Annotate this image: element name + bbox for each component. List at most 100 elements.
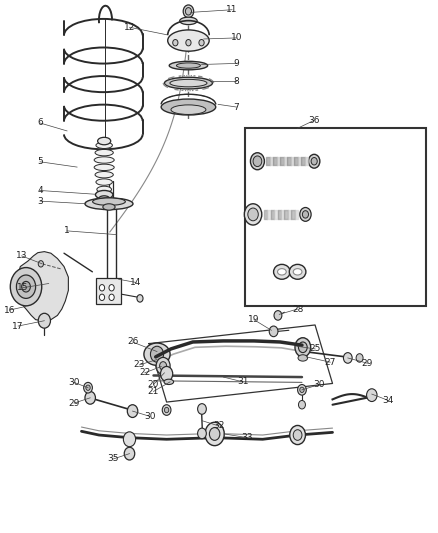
Text: 34: 34 [383, 396, 394, 405]
Circle shape [205, 422, 224, 446]
Text: 1: 1 [64, 227, 70, 236]
Circle shape [300, 387, 304, 392]
Ellipse shape [85, 198, 133, 209]
Ellipse shape [95, 149, 113, 156]
Circle shape [16, 275, 35, 298]
Circle shape [198, 403, 206, 414]
Circle shape [127, 405, 138, 417]
Circle shape [367, 389, 377, 401]
Text: 14: 14 [131, 278, 142, 287]
Text: 30: 30 [314, 380, 325, 389]
Text: 26: 26 [127, 337, 138, 346]
Circle shape [293, 430, 302, 440]
Ellipse shape [293, 269, 302, 275]
Circle shape [162, 405, 171, 415]
Text: 27: 27 [325, 358, 336, 367]
Circle shape [209, 427, 220, 440]
Circle shape [269, 326, 278, 337]
Ellipse shape [278, 269, 286, 275]
Text: 11: 11 [226, 5, 238, 14]
Circle shape [302, 211, 308, 218]
Circle shape [298, 342, 307, 353]
Circle shape [124, 447, 135, 460]
Circle shape [274, 311, 282, 320]
Ellipse shape [96, 142, 113, 149]
Text: 29: 29 [68, 399, 80, 408]
Text: 19: 19 [248, 315, 260, 324]
Ellipse shape [170, 79, 207, 87]
Text: 36: 36 [308, 116, 320, 125]
Ellipse shape [169, 61, 208, 70]
Circle shape [198, 428, 206, 439]
Text: 29: 29 [362, 359, 373, 368]
Text: 25: 25 [309, 344, 321, 353]
Text: 22: 22 [139, 368, 150, 377]
Circle shape [308, 155, 320, 168]
Circle shape [21, 281, 30, 292]
Ellipse shape [94, 157, 114, 163]
Ellipse shape [92, 198, 125, 205]
Text: 28: 28 [292, 304, 303, 313]
Bar [96, 278, 121, 304]
Circle shape [11, 268, 42, 306]
Ellipse shape [171, 105, 206, 115]
Text: 35: 35 [108, 455, 119, 463]
Ellipse shape [94, 164, 114, 171]
Text: 3: 3 [37, 197, 43, 206]
Text: 12: 12 [124, 23, 135, 32]
Text: 9: 9 [233, 59, 239, 68]
Circle shape [185, 7, 191, 15]
Text: 10: 10 [231, 34, 242, 43]
Circle shape [183, 5, 194, 18]
Text: 33: 33 [242, 433, 253, 442]
Ellipse shape [99, 196, 110, 202]
Ellipse shape [103, 204, 115, 210]
Text: 16: 16 [4, 305, 15, 314]
Circle shape [186, 39, 191, 46]
Text: 20: 20 [148, 380, 159, 389]
Circle shape [311, 158, 317, 165]
Circle shape [99, 285, 105, 291]
Text: 30: 30 [68, 378, 80, 387]
Circle shape [85, 391, 95, 404]
Text: 17: 17 [12, 321, 24, 330]
Ellipse shape [95, 172, 113, 178]
Circle shape [173, 39, 178, 46]
Circle shape [159, 362, 166, 370]
Circle shape [298, 400, 305, 409]
Ellipse shape [164, 379, 173, 384]
Ellipse shape [168, 30, 209, 51]
Ellipse shape [95, 190, 113, 199]
Ellipse shape [98, 138, 111, 145]
Circle shape [109, 285, 114, 291]
Text: 4: 4 [37, 186, 43, 195]
Ellipse shape [161, 99, 216, 115]
Text: 13: 13 [16, 252, 28, 260]
Circle shape [137, 295, 143, 302]
Circle shape [290, 425, 305, 445]
Circle shape [109, 294, 114, 301]
Circle shape [86, 385, 90, 390]
Circle shape [356, 354, 363, 362]
Circle shape [164, 407, 169, 413]
Ellipse shape [97, 186, 112, 192]
Ellipse shape [164, 77, 212, 89]
Circle shape [297, 384, 306, 395]
Circle shape [160, 367, 173, 381]
Circle shape [124, 432, 136, 447]
Circle shape [248, 208, 258, 221]
Circle shape [300, 207, 311, 221]
Text: 30: 30 [144, 412, 156, 421]
Text: 7: 7 [233, 102, 239, 111]
Bar [245, 128, 426, 306]
Ellipse shape [144, 343, 170, 366]
Circle shape [84, 382, 92, 393]
Text: 15: 15 [17, 283, 28, 292]
Circle shape [251, 153, 265, 169]
Circle shape [150, 346, 163, 362]
Circle shape [343, 353, 352, 364]
Circle shape [244, 204, 262, 225]
Circle shape [156, 358, 170, 374]
Text: 23: 23 [134, 360, 145, 369]
Ellipse shape [96, 179, 113, 185]
